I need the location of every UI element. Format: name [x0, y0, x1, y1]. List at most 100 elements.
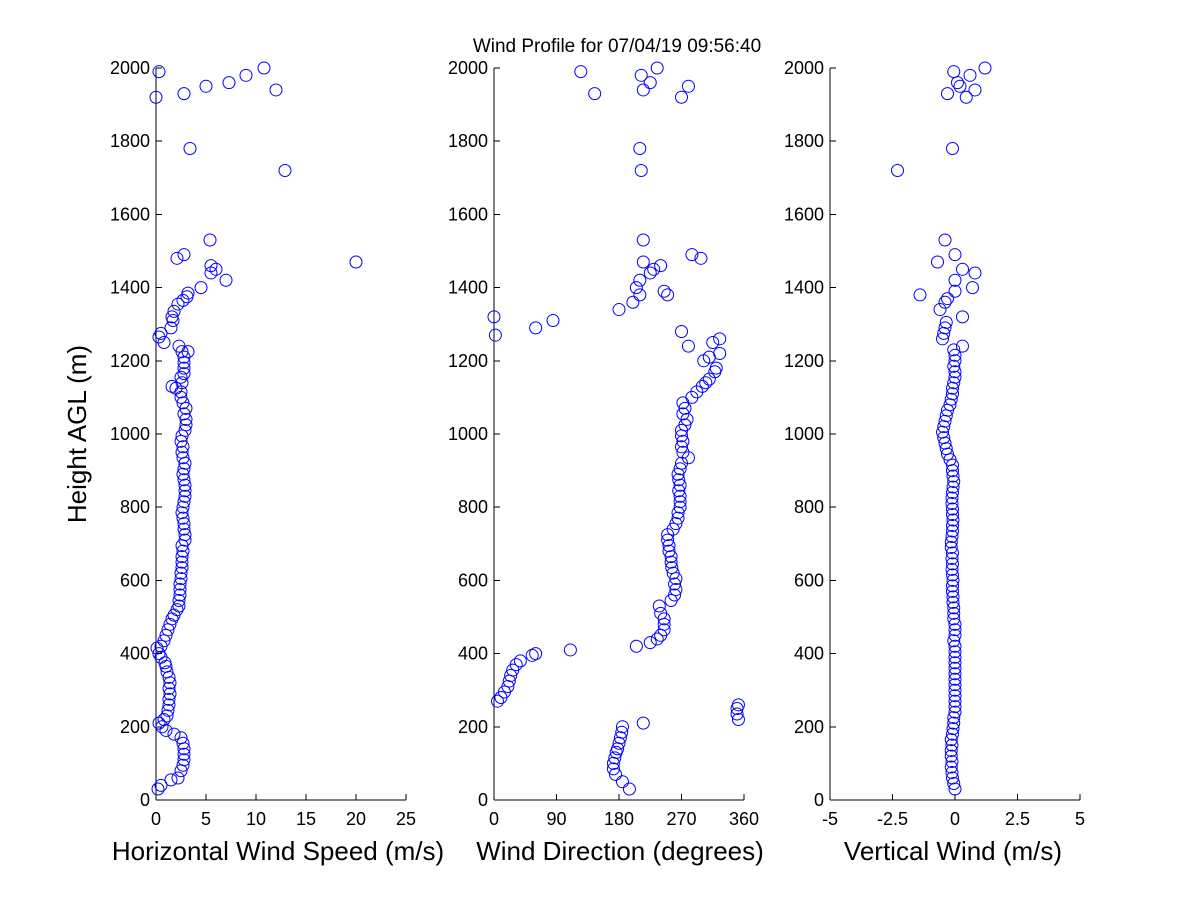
x-tick-label: 0 [489, 809, 499, 829]
data-point [152, 647, 166, 661]
data-point [673, 500, 687, 514]
data-point [946, 508, 959, 522]
data-point [968, 266, 982, 280]
data-point [938, 295, 952, 309]
data-point [941, 87, 954, 101]
data-point [713, 346, 727, 360]
data-point [945, 562, 959, 576]
data-point [944, 744, 958, 758]
data-point [626, 295, 640, 309]
data-point [948, 248, 962, 262]
data-point [222, 76, 236, 90]
data-point [513, 654, 527, 668]
data-point [178, 484, 192, 498]
data-point [713, 332, 727, 346]
data-point [948, 628, 962, 642]
data-point [176, 440, 190, 454]
data-point [947, 343, 961, 357]
data-point [643, 76, 657, 90]
data-point [948, 354, 962, 368]
x-tick-label: 0 [950, 809, 960, 829]
data-point [672, 473, 686, 487]
data-point [634, 163, 648, 177]
y-tick-label: 200 [794, 717, 824, 737]
data-point [676, 407, 690, 421]
data-point [947, 359, 961, 373]
data-point [529, 647, 543, 661]
y-tick-label: 1000 [110, 424, 150, 444]
data-point [176, 467, 190, 481]
data-point [891, 163, 904, 177]
data-point [176, 758, 190, 772]
data-point [160, 709, 174, 723]
data-point [546, 314, 560, 328]
y-tick-label: 200 [458, 717, 488, 737]
data-point [944, 392, 958, 406]
data-point [154, 326, 168, 340]
data-point [947, 711, 961, 725]
y-tick-label: 2000 [784, 58, 824, 78]
data-point [948, 705, 962, 719]
data-point [167, 304, 181, 318]
data-point [178, 489, 192, 503]
data-point [946, 458, 959, 472]
data-point [203, 233, 217, 247]
y-tick-label: 1800 [784, 131, 824, 151]
data-point [490, 694, 504, 708]
data-point [666, 566, 680, 580]
data-point [948, 273, 962, 287]
data-point [944, 540, 958, 554]
data-point [956, 310, 969, 324]
data-point [948, 689, 962, 703]
data-point [349, 255, 363, 269]
y-tick-label: 1600 [448, 204, 488, 224]
data-point [662, 544, 676, 558]
data-point [269, 83, 283, 97]
y-tick-label: 600 [458, 570, 488, 590]
data-point [176, 396, 190, 410]
figure-title: Wind Profile for 07/04/19 09:56:40 [473, 36, 761, 57]
data-point [643, 266, 657, 280]
data-point [946, 771, 959, 785]
data-point [257, 61, 271, 75]
data-point [678, 418, 692, 432]
data-point [946, 579, 959, 593]
data-point [650, 632, 664, 646]
data-point [162, 692, 176, 706]
x-tick-label: 5 [201, 809, 211, 829]
data-point [948, 700, 962, 714]
data-point [673, 495, 687, 509]
data-point [151, 782, 165, 796]
data-point [673, 462, 687, 476]
data-point [946, 513, 960, 527]
data-point [529, 321, 543, 335]
data-point [162, 698, 176, 712]
x-axis-label: Wind Direction (degrees) [476, 836, 764, 866]
data-point [662, 539, 676, 553]
data-point [178, 478, 192, 492]
data-point [933, 303, 947, 317]
data-point [643, 636, 657, 650]
data-point [615, 775, 629, 789]
data-point [913, 288, 927, 302]
data-point [678, 401, 692, 415]
data-point [177, 753, 191, 767]
data-point [163, 617, 177, 631]
data-point [669, 517, 683, 531]
y-axis-label: Height AGL (m) [62, 345, 92, 523]
vertical-wind-panel: 0 200 400 600 800 1000 1200 1400 1600 1800 2000 -5 -… [784, 58, 1085, 866]
data-point [948, 645, 962, 659]
data-point [488, 328, 502, 342]
data-point [177, 495, 191, 509]
data-point [946, 142, 959, 156]
y-tick-label: 400 [458, 644, 488, 664]
y-tick-label: 0 [814, 790, 824, 810]
data-point [657, 284, 671, 298]
data-point [945, 491, 959, 505]
data-point [675, 90, 688, 104]
data-point [173, 588, 187, 602]
data-point [176, 451, 190, 465]
data-point [177, 248, 191, 262]
data-point [647, 262, 661, 276]
data-point [947, 634, 961, 648]
